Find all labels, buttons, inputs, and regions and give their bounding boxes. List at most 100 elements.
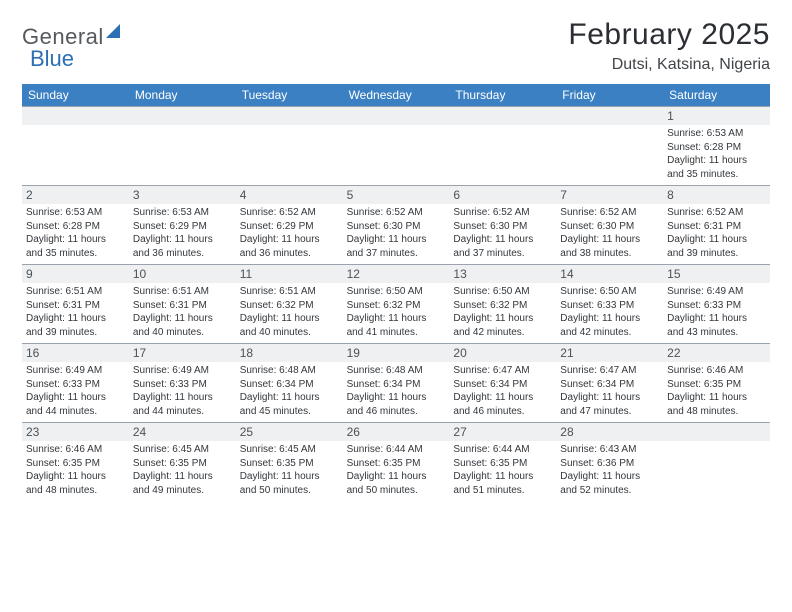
day-details: Sunrise: 6:48 AMSunset: 6:34 PMDaylight:… <box>240 364 339 418</box>
daylight-text: Daylight: 11 hours and 39 minutes. <box>667 233 766 260</box>
day-number: 22 <box>663 344 770 362</box>
sunset-text: Sunset: 6:35 PM <box>667 378 766 392</box>
daylight-text: Daylight: 11 hours and 46 minutes. <box>453 391 552 418</box>
daylight-text: Daylight: 11 hours and 47 minutes. <box>560 391 659 418</box>
sunrise-text: Sunrise: 6:46 AM <box>667 364 766 378</box>
sunrise-text: Sunrise: 6:50 AM <box>453 285 552 299</box>
sunrise-text: Sunrise: 6:49 AM <box>667 285 766 299</box>
header: General February 2025 Dutsi, Katsina, Ni… <box>22 18 770 74</box>
day-number: 15 <box>663 265 770 283</box>
day-details: Sunrise: 6:53 AMSunset: 6:28 PMDaylight:… <box>26 206 125 260</box>
daylight-text: Daylight: 11 hours and 45 minutes. <box>240 391 339 418</box>
day-number <box>343 107 450 125</box>
sunrise-text: Sunrise: 6:53 AM <box>133 206 232 220</box>
sunset-text: Sunset: 6:29 PM <box>240 220 339 234</box>
day-details: Sunrise: 6:44 AMSunset: 6:35 PMDaylight:… <box>347 443 446 497</box>
day-details: Sunrise: 6:49 AMSunset: 6:33 PMDaylight:… <box>133 364 232 418</box>
day-cell: 24Sunrise: 6:45 AMSunset: 6:35 PMDayligh… <box>129 423 236 501</box>
sunset-text: Sunset: 6:34 PM <box>347 378 446 392</box>
day-number: 5 <box>343 186 450 204</box>
day-number: 1 <box>663 107 770 125</box>
week-row: 23Sunrise: 6:46 AMSunset: 6:35 PMDayligh… <box>22 422 770 501</box>
daylight-text: Daylight: 11 hours and 49 minutes. <box>133 470 232 497</box>
day-cell: 1 Sunrise: 6:53 AMSunset: 6:28 PMDaylight… <box>663 107 770 185</box>
day-details: Sunrise: 6:50 AMSunset: 6:32 PMDaylight:… <box>453 285 552 339</box>
day-number: 23 <box>22 423 129 441</box>
sunset-text: Sunset: 6:34 PM <box>453 378 552 392</box>
day-cell: 17Sunrise: 6:49 AMSunset: 6:33 PMDayligh… <box>129 344 236 422</box>
daylight-text: Daylight: 11 hours and 36 minutes. <box>240 233 339 260</box>
daylight-text: Daylight: 11 hours and 43 minutes. <box>667 312 766 339</box>
day-details: Sunrise: 6:52 AMSunset: 6:30 PMDaylight:… <box>560 206 659 260</box>
daylight-text: Daylight: 11 hours and 41 minutes. <box>347 312 446 339</box>
day-details: Sunrise: 6:47 AMSunset: 6:34 PMDaylight:… <box>453 364 552 418</box>
sunset-text: Sunset: 6:31 PM <box>26 299 125 313</box>
sunset-text: Sunset: 6:31 PM <box>133 299 232 313</box>
sunrise-text: Sunrise: 6:52 AM <box>240 206 339 220</box>
week-row: 9Sunrise: 6:51 AMSunset: 6:31 PMDaylight… <box>22 264 770 343</box>
calendar-grid: SundayMondayTuesdayWednesdayThursdayFrid… <box>22 84 770 501</box>
sunset-text: Sunset: 6:30 PM <box>453 220 552 234</box>
sunset-text: Sunset: 6:34 PM <box>240 378 339 392</box>
day-number <box>663 423 770 441</box>
day-number <box>449 107 556 125</box>
sunrise-text: Sunrise: 6:52 AM <box>347 206 446 220</box>
day-number: 21 <box>556 344 663 362</box>
sunrise-text: Sunrise: 6:50 AM <box>347 285 446 299</box>
daylight-text: Daylight: 11 hours and 44 minutes. <box>133 391 232 418</box>
weekday-header-cell: Thursday <box>449 84 556 106</box>
sunrise-text: Sunrise: 6:45 AM <box>133 443 232 457</box>
daylight-text: Daylight: 11 hours and 40 minutes. <box>240 312 339 339</box>
day-details: Sunrise: 6:52 AMSunset: 6:31 PMDaylight:… <box>667 206 766 260</box>
sunrise-text: Sunrise: 6:53 AM <box>667 127 766 141</box>
sunrise-text: Sunrise: 6:53 AM <box>26 206 125 220</box>
sunset-text: Sunset: 6:36 PM <box>560 457 659 471</box>
day-cell: 5Sunrise: 6:52 AMSunset: 6:30 PMDaylight… <box>343 186 450 264</box>
day-cell: 11Sunrise: 6:51 AMSunset: 6:32 PMDayligh… <box>236 265 343 343</box>
day-details: Sunrise: 6:44 AMSunset: 6:35 PMDaylight:… <box>453 443 552 497</box>
sunrise-text: Sunrise: 6:48 AM <box>347 364 446 378</box>
day-cell: 26Sunrise: 6:44 AMSunset: 6:35 PMDayligh… <box>343 423 450 501</box>
day-details: Sunrise: 6:47 AMSunset: 6:34 PMDaylight:… <box>560 364 659 418</box>
day-details: Sunrise: 6:49 AMSunset: 6:33 PMDaylight:… <box>26 364 125 418</box>
daylight-text: Daylight: 11 hours and 35 minutes. <box>26 233 125 260</box>
day-cell <box>343 107 450 185</box>
sunset-text: Sunset: 6:28 PM <box>667 141 766 155</box>
sunrise-text: Sunrise: 6:47 AM <box>560 364 659 378</box>
sunrise-text: Sunrise: 6:51 AM <box>240 285 339 299</box>
day-number: 19 <box>343 344 450 362</box>
brand-word-2: Blue <box>30 46 74 72</box>
day-cell: 12Sunrise: 6:50 AMSunset: 6:32 PMDayligh… <box>343 265 450 343</box>
sunrise-text: Sunrise: 6:49 AM <box>26 364 125 378</box>
sunset-text: Sunset: 6:34 PM <box>560 378 659 392</box>
logo-triangle-icon <box>106 24 120 38</box>
day-cell <box>236 107 343 185</box>
day-cell <box>449 107 556 185</box>
day-cell: 16 Sunrise: 6:49 AMSunset: 6:33 PMDayligh… <box>22 344 129 422</box>
day-details: Sunrise: 6:43 AMSunset: 6:36 PMDaylight:… <box>560 443 659 497</box>
daylight-text: Daylight: 11 hours and 37 minutes. <box>453 233 552 260</box>
daylight-text: Daylight: 11 hours and 35 minutes. <box>667 154 766 181</box>
day-number: 25 <box>236 423 343 441</box>
sunrise-text: Sunrise: 6:51 AM <box>133 285 232 299</box>
calendar-page: General February 2025 Dutsi, Katsina, Ni… <box>0 0 792 511</box>
day-number: 8 <box>663 186 770 204</box>
day-details: Sunrise: 6:53 AMSunset: 6:28 PMDaylight:… <box>667 127 766 181</box>
sunrise-text: Sunrise: 6:47 AM <box>453 364 552 378</box>
title-block: February 2025 Dutsi, Katsina, Nigeria <box>568 18 770 74</box>
sunset-text: Sunset: 6:33 PM <box>133 378 232 392</box>
sunset-text: Sunset: 6:30 PM <box>560 220 659 234</box>
day-cell: 13Sunrise: 6:50 AMSunset: 6:32 PMDayligh… <box>449 265 556 343</box>
month-title: February 2025 <box>568 18 770 52</box>
day-cell: 20Sunrise: 6:47 AMSunset: 6:34 PMDayligh… <box>449 344 556 422</box>
day-cell: 25Sunrise: 6:45 AMSunset: 6:35 PMDayligh… <box>236 423 343 501</box>
daylight-text: Daylight: 11 hours and 51 minutes. <box>453 470 552 497</box>
sunset-text: Sunset: 6:28 PM <box>26 220 125 234</box>
daylight-text: Daylight: 11 hours and 50 minutes. <box>347 470 446 497</box>
weekday-header-cell: Wednesday <box>343 84 450 106</box>
day-number: 16 <box>22 344 129 362</box>
day-number: 10 <box>129 265 236 283</box>
day-cell: 23Sunrise: 6:46 AMSunset: 6:35 PMDayligh… <box>22 423 129 501</box>
sunrise-text: Sunrise: 6:45 AM <box>240 443 339 457</box>
day-number <box>556 107 663 125</box>
